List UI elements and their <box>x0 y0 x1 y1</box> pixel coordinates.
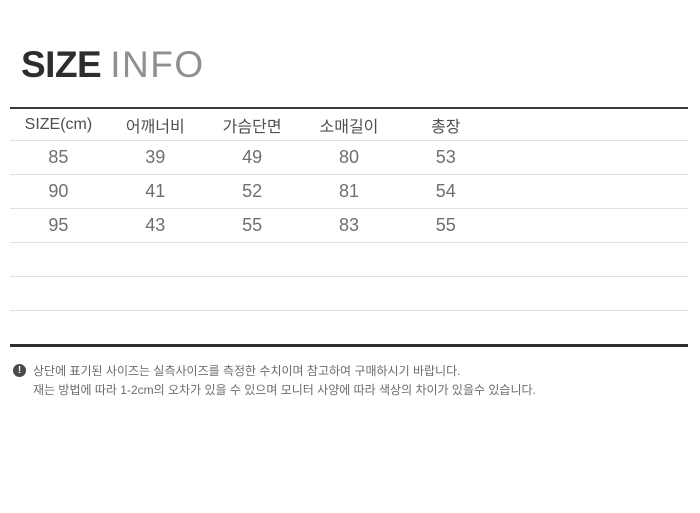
cell-sleeve: 80 <box>300 140 398 175</box>
cell-size: 90 <box>10 174 107 209</box>
size-table-container: SIZE(cm) 어깨너비 가슴단면 소매길이 총장 85 39 49 80 5… <box>10 107 688 347</box>
cell-size: 95 <box>10 208 107 243</box>
cell-filler <box>494 140 592 175</box>
column-header-filler <box>494 108 592 141</box>
column-header-filler <box>591 108 688 141</box>
cell-size: 85 <box>10 140 107 175</box>
cell-empty <box>10 276 688 311</box>
column-header-shoulder: 어깨너비 <box>106 108 204 141</box>
cell-sleeve: 81 <box>300 174 398 209</box>
cell-sleeve: 83 <box>300 208 398 243</box>
table-row: 90 41 52 81 54 <box>10 174 688 209</box>
exclamation-circle-icon: ! <box>13 364 26 377</box>
page-title-secondary: INFO <box>110 44 205 85</box>
column-header-size: SIZE(cm) <box>10 108 107 141</box>
cell-empty <box>10 242 688 277</box>
cell-length: 53 <box>397 140 495 175</box>
cell-filler <box>494 208 592 243</box>
cell-filler <box>591 174 688 209</box>
size-notice: ! 상단에 표기된 사이즈는 실측사이즈를 측정한 수치이며 참고하여 구매하시… <box>13 362 536 400</box>
cell-length: 55 <box>397 208 495 243</box>
cell-filler <box>591 208 688 243</box>
notice-line-2: 재는 방법에 따라 1-2cm의 오차가 있을 수 있으며 모니터 사양에 따라… <box>33 383 536 397</box>
page-title-primary: SIZE <box>21 44 102 85</box>
size-table: SIZE(cm) 어깨너비 가슴단면 소매길이 총장 85 39 49 80 5… <box>10 107 688 347</box>
notice-line-1: 상단에 표기된 사이즈는 실측사이즈를 측정한 수치이며 참고하여 구매하시기 … <box>33 364 461 378</box>
cell-shoulder: 39 <box>106 140 204 175</box>
table-row-empty <box>10 311 688 346</box>
column-header-sleeve: 소매길이 <box>300 108 398 141</box>
column-header-length: 총장 <box>397 108 495 141</box>
column-header-chest: 가슴단면 <box>203 108 301 141</box>
size-table-header-row: SIZE(cm) 어깨너비 가슴단면 소매길이 총장 <box>10 108 688 141</box>
notice-text-block: 상단에 표기된 사이즈는 실측사이즈를 측정한 수치이며 참고하여 구매하시기 … <box>33 362 536 400</box>
cell-filler <box>591 140 688 175</box>
cell-chest: 49 <box>203 140 301 175</box>
table-row: 95 43 55 83 55 <box>10 208 688 243</box>
cell-length: 54 <box>397 174 495 209</box>
table-row-empty <box>10 242 688 277</box>
cell-shoulder: 41 <box>106 174 204 209</box>
table-row-empty <box>10 276 688 311</box>
cell-chest: 55 <box>203 208 301 243</box>
cell-filler <box>494 174 592 209</box>
cell-empty <box>10 311 688 346</box>
cell-chest: 52 <box>203 174 301 209</box>
page-title: SIZE INFO <box>21 44 205 91</box>
table-row: 85 39 49 80 53 <box>10 140 688 175</box>
cell-shoulder: 43 <box>106 208 204 243</box>
